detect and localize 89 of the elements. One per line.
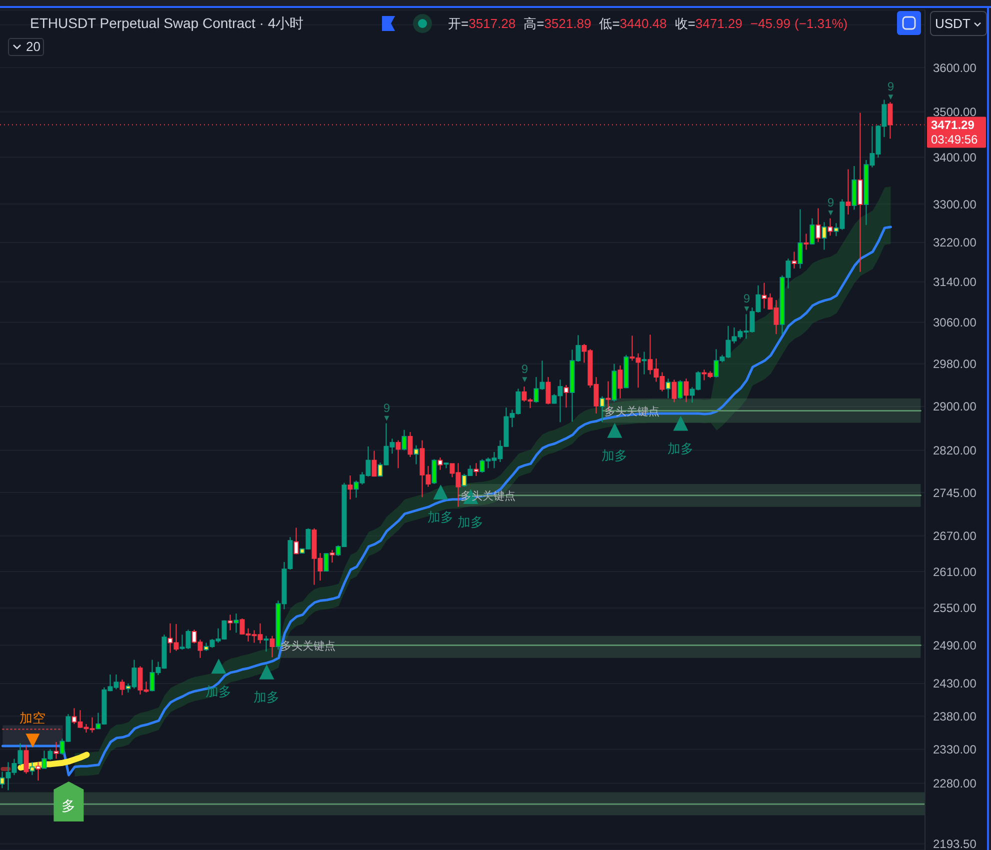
candlestick: [324, 552, 329, 572]
candlestick: [294, 527, 299, 555]
unit-dropdown: USDT: [930, 11, 987, 36]
candlestick: [474, 462, 479, 477]
ref-line-label: 3471.29: [931, 118, 975, 132]
candlestick: [438, 457, 443, 470]
candlestick: [546, 376, 551, 405]
point: [384, 416, 390, 421]
y-tick-label: 3220.00: [933, 236, 977, 250]
price-tag: 3471.29 03:49:56: [927, 116, 986, 148]
y-tick-label: 3600.00: [933, 60, 977, 75]
point: [828, 210, 834, 216]
point: [433, 484, 448, 500]
y-tick-label: 3060.00: [933, 316, 977, 330]
y-tick-label: 2745.00: [933, 486, 977, 500]
series-label: 加空: [20, 710, 46, 726]
text: 9: [827, 196, 834, 210]
legend-label: 多: [62, 797, 76, 814]
text: 加多: [602, 448, 628, 464]
candlestick: [846, 168, 851, 215]
text: 加多: [668, 441, 694, 456]
candlestick: [348, 474, 353, 500]
candlestick: [54, 741, 59, 760]
candlestick: [810, 218, 815, 245]
candlestick: [408, 432, 413, 458]
collapse-button: 20: [8, 38, 44, 56]
text: 开=3517.28 高=3521.89 低=3440.48 收=3471.29 −45.99 (−1.31%): [448, 16, 848, 31]
point: [744, 306, 750, 312]
candlestick: [414, 444, 419, 465]
text: 9: [383, 400, 390, 415]
y-tick-label: 2193.50: [933, 837, 977, 850]
candlestick: [24, 744, 29, 774]
y-tick-label: 2820.00: [933, 444, 977, 458]
y-tick-label: 3400.00: [933, 150, 977, 164]
candlestick: [792, 251, 797, 269]
candlestick: [672, 379, 677, 403]
candlestick: [36, 762, 41, 782]
y-tick-label: 3500.00: [933, 105, 977, 120]
y-axis-title: USDT: [935, 16, 970, 31]
y-tick-label: 2550.00: [933, 601, 977, 616]
point: [888, 94, 894, 100]
candlestick: [666, 378, 671, 399]
y-tick-label: 2330.00: [933, 742, 977, 757]
point: [673, 416, 688, 431]
y-tick-label: 2610.00: [933, 564, 977, 579]
candlestick: [402, 429, 407, 451]
text: 9: [887, 80, 894, 94]
point: [522, 377, 528, 382]
series-label: 加多: [428, 510, 454, 525]
candlestick: [396, 440, 401, 469]
y-tick-label: 3140.00: [933, 275, 977, 290]
candlestick: [234, 613, 239, 634]
y-tick-label: 2380.00: [933, 709, 977, 724]
y-tick-label: 2980.00: [933, 357, 977, 372]
series-label: 9: [521, 362, 528, 376]
text: 9: [743, 292, 750, 306]
chart-title: ETHUSDT Perpetual Swap Contract · 4小时: [30, 15, 304, 31]
candlestick: [804, 233, 809, 250]
y-tick-label: 2900.00: [933, 400, 977, 414]
point: [607, 422, 622, 438]
candlestick: [270, 635, 275, 658]
y-tick-label: 2280.00: [933, 776, 977, 791]
candlestick: [372, 450, 377, 478]
y-tick-label: 2670.00: [933, 529, 977, 544]
y-tick-label: 2490.00: [933, 638, 977, 653]
text: 加多: [206, 684, 232, 699]
candlestick: [600, 396, 605, 423]
candlestick: [120, 679, 125, 696]
candlestick: [618, 364, 623, 399]
candlestick: [264, 635, 269, 652]
candlestick: [828, 218, 833, 236]
candlestick: [330, 550, 335, 564]
candlestick: [564, 384, 569, 408]
point: [259, 664, 274, 680]
candlestick: [432, 458, 437, 484]
y-tick-label: 2430.00: [933, 676, 977, 691]
candlestick: [228, 614, 233, 631]
candlestick: [816, 208, 821, 242]
text: 加多: [254, 690, 280, 705]
candlestick: [642, 351, 647, 375]
point: [26, 734, 40, 748]
point: [211, 658, 226, 674]
y-tick-label: 3300.00: [933, 197, 977, 212]
candlestick: [684, 378, 689, 403]
annotation: 20: [26, 39, 40, 54]
candlestick: [822, 222, 827, 250]
candlestick: [798, 208, 803, 269]
text: 加多: [458, 514, 484, 530]
candlestick: [678, 380, 683, 400]
